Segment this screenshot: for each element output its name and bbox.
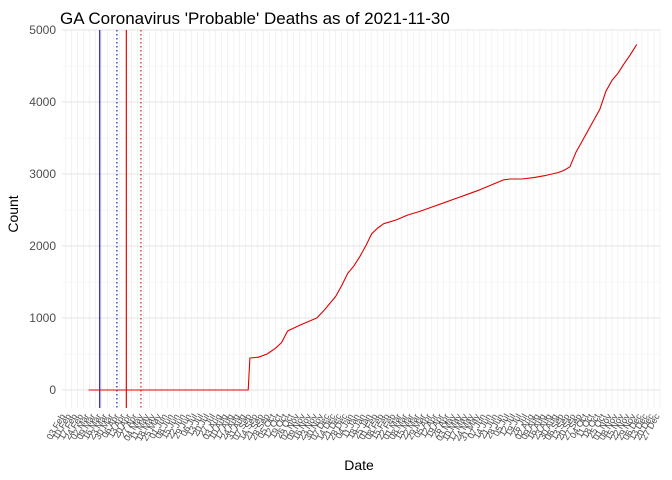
y-axis-title: Count bbox=[5, 195, 21, 232]
grid bbox=[62, 29, 661, 408]
series-group bbox=[88, 44, 638, 391]
reference-lines bbox=[99, 30, 142, 408]
chart-title: GA Coronavirus 'Probable' Deaths as of 2… bbox=[60, 9, 450, 28]
x-axis-title: Date bbox=[344, 457, 374, 473]
y-tick-label: 2000 bbox=[29, 239, 56, 253]
y-axis-ticks: 0 1000 2000 3000 4000 5000 bbox=[29, 23, 56, 397]
y-tick-label: 1000 bbox=[29, 311, 56, 325]
y-tick-label: 5000 bbox=[29, 23, 56, 37]
y-tick-label: 4000 bbox=[29, 95, 56, 109]
series-line-0 bbox=[88, 44, 638, 391]
y-tick-label: 3000 bbox=[29, 167, 56, 181]
y-tick-label: 0 bbox=[49, 383, 56, 397]
